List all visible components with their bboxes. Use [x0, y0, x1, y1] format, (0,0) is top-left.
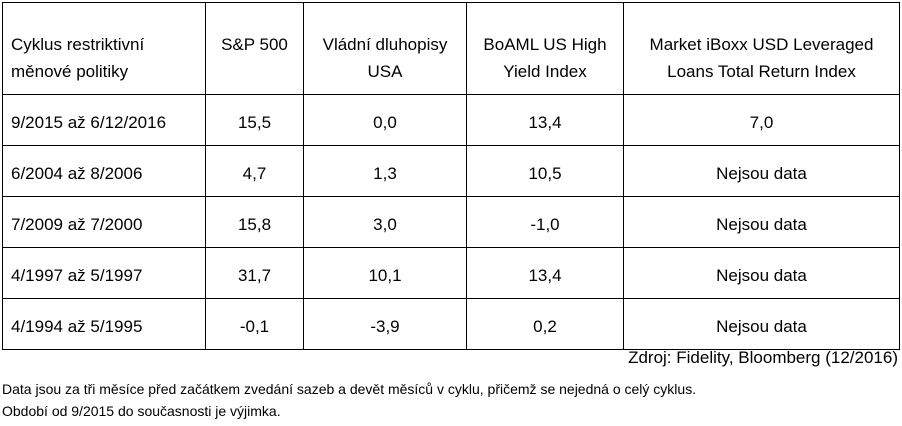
header-line: BoAML US High — [483, 35, 607, 54]
table-cell: -1,0 — [466, 196, 624, 248]
header-cell: Vládní dluhopisy USA — [303, 2, 467, 95]
table-cell: 15,5 — [205, 94, 304, 146]
header-line: Cyklus restriktivní — [11, 35, 145, 54]
header-cell: Market iBoxx USD Leveraged Loans Total Re… — [623, 2, 900, 95]
table-cell: 9/2015 až 6/12/2016 — [2, 94, 206, 146]
header-line: Loans Total Return Index — [667, 62, 856, 81]
table-row: 9/2015 až 6/12/2016 15,5 0,0 13,4 7,0 — [2, 94, 900, 146]
table-cell: 13,4 — [466, 94, 624, 146]
table-row: 4/1994 až 5/1995 -0,1 -3,9 0,2 Nejsou data — [2, 298, 900, 350]
header-cell: S&P 500 — [205, 2, 304, 95]
table-cell: 31,7 — [205, 247, 304, 299]
table-cell: 10,5 — [466, 145, 624, 197]
table-cell: 1,3 — [303, 145, 467, 197]
source: Zdroj: Fidelity, Bloomberg (12/2016) — [628, 348, 898, 367]
note: Období od 9/2015 do současnosti je výjim… — [2, 403, 281, 419]
header-line: Vládní dluhopisy — [322, 35, 448, 54]
table-cell: 13,4 — [466, 247, 624, 299]
table-cell: 6/2004 až 8/2006 — [2, 145, 206, 197]
header-line: USA — [367, 62, 403, 81]
header-cell: BoAML US High Yield Index — [466, 2, 624, 95]
table-cell: 0,0 — [303, 94, 467, 146]
note: Data jsou za tři měsíce před začátkem zv… — [2, 381, 697, 397]
table-cell: 15,8 — [205, 196, 304, 248]
table-cell: 0,2 — [466, 298, 624, 350]
data-table: Cyklus restriktivní měnové politiky S&P 50… — [2, 2, 900, 350]
table-cell: 3,0 — [303, 196, 467, 248]
header-line: S&P 500 — [221, 35, 288, 54]
table-row: 4/1997 až 5/1997 31,7 10,1 13,4 Nejsou data — [2, 247, 900, 299]
table-cell: 10,1 — [303, 247, 467, 299]
header-line: Yield Index — [503, 62, 587, 81]
table-cell: 7,0 — [623, 94, 900, 146]
table-cell: Nejsou data — [623, 196, 900, 248]
table-cell: 4/1994 až 5/1995 — [2, 298, 206, 350]
header-row: Cyklus restriktivní měnové politiky S&P 50… — [2, 2, 900, 95]
table-cell: -0,1 — [205, 298, 304, 350]
table-row: 6/2004 až 8/2006 4,7 1,3 10,5 Nejsou data — [2, 145, 900, 197]
table-row: 7/2009 až 7/2000 15,8 3,0 -1,0 Nejsou data — [2, 196, 900, 248]
table-cell: Nejsou data — [623, 298, 900, 350]
header-cell: Cyklus restriktivní měnové politiky — [2, 2, 206, 95]
table-cell: 4,7 — [205, 145, 304, 197]
table-cell: 4/1997 až 5/1997 — [2, 247, 206, 299]
table-cell: 7/2009 až 7/2000 — [2, 196, 206, 248]
table-cell: -3,9 — [303, 298, 467, 350]
header-line: měnové politiky — [11, 62, 129, 81]
table-cell: Nejsou data — [623, 145, 900, 197]
table-cell: Nejsou data — [623, 247, 900, 299]
header-line: Market iBoxx USD Leveraged — [649, 35, 874, 54]
